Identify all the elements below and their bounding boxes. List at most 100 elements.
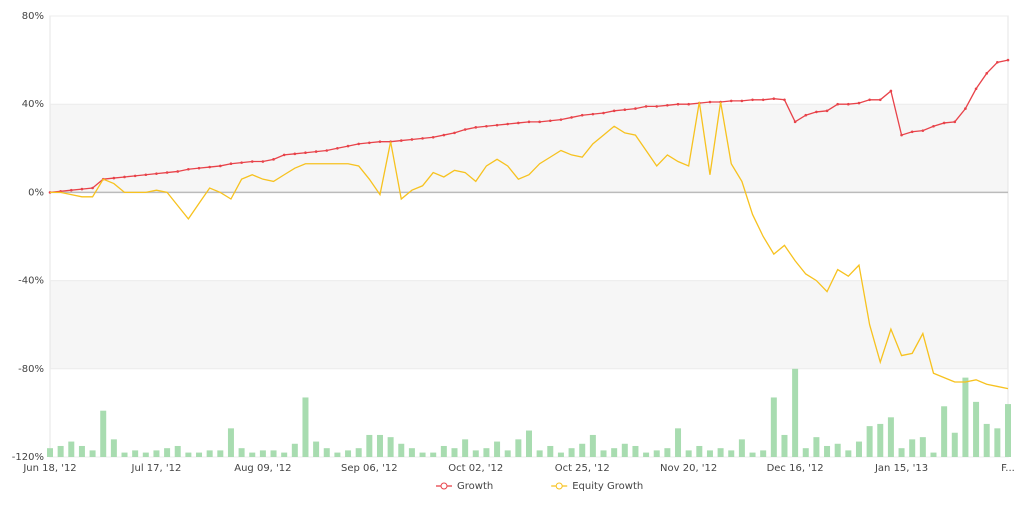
point xyxy=(304,151,307,155)
volume-bar xyxy=(547,445,554,457)
point xyxy=(336,147,339,150)
y-tick-label: -40% xyxy=(18,276,44,287)
volume-bar xyxy=(504,450,511,457)
volume-bar xyxy=(632,445,639,457)
legend-label: Equity Growth xyxy=(572,481,643,492)
volume-bar xyxy=(217,450,224,457)
point xyxy=(612,109,616,113)
point xyxy=(229,162,233,166)
volume-bar xyxy=(621,443,628,457)
point xyxy=(485,124,488,128)
point xyxy=(495,123,499,127)
point xyxy=(815,110,818,114)
volume-bar xyxy=(813,437,820,457)
point xyxy=(772,97,776,100)
point xyxy=(176,170,180,173)
point xyxy=(261,160,265,163)
point xyxy=(506,122,510,126)
volume-bar xyxy=(89,450,96,457)
point xyxy=(825,109,829,113)
point xyxy=(453,131,456,135)
point xyxy=(314,150,318,153)
volume-bar xyxy=(600,450,607,457)
point xyxy=(921,129,925,132)
point xyxy=(687,102,690,106)
point xyxy=(368,141,371,145)
volume-bar xyxy=(366,434,373,457)
point xyxy=(974,87,978,91)
volume-bar xyxy=(68,441,75,457)
point xyxy=(793,120,797,124)
volume-bar xyxy=(930,452,937,457)
point xyxy=(346,144,350,148)
point xyxy=(421,137,424,140)
y-tick-label: -120% xyxy=(12,452,44,463)
point xyxy=(293,152,297,156)
plot-frame xyxy=(49,15,1009,458)
grid-band xyxy=(50,104,1008,193)
x-tick-label: F... xyxy=(1001,463,1015,474)
point xyxy=(847,102,850,106)
point xyxy=(602,111,605,115)
volume-bar xyxy=(132,450,139,457)
volume-bar xyxy=(696,445,703,457)
x-tick-label: Jan 15, '13 xyxy=(874,463,928,474)
series-line xyxy=(50,101,1009,390)
x-tick-label: Oct 25, '12 xyxy=(555,463,610,474)
point xyxy=(527,120,531,124)
volume-bar xyxy=(994,428,1001,457)
volume-bar xyxy=(941,406,948,457)
volume-bar xyxy=(142,452,149,457)
volume-bar xyxy=(227,428,234,457)
point xyxy=(208,165,211,169)
volume-bar xyxy=(526,430,532,457)
point xyxy=(144,173,148,177)
volume-bar xyxy=(1005,404,1011,457)
point xyxy=(634,107,637,110)
volume-bar xyxy=(387,437,394,457)
volume-bar xyxy=(738,439,745,457)
point xyxy=(378,140,382,143)
volume-bar xyxy=(728,450,735,457)
point xyxy=(325,149,329,152)
volume-bar xyxy=(164,448,171,457)
point xyxy=(964,107,967,110)
point xyxy=(985,72,989,75)
point xyxy=(1006,58,1010,62)
volume-bar xyxy=(483,448,490,457)
volume-bar xyxy=(685,450,692,457)
point xyxy=(112,176,116,180)
volume-bar xyxy=(440,445,447,457)
point xyxy=(559,118,563,121)
volume-bar xyxy=(909,439,916,457)
grid-band xyxy=(50,280,1008,369)
x-tick-label: Nov 20, '12 xyxy=(660,463,717,474)
volume-bar xyxy=(834,443,841,457)
point xyxy=(272,158,275,161)
volume-bar xyxy=(462,439,469,457)
point xyxy=(69,188,73,192)
volume-bar xyxy=(557,452,564,457)
volume-bar xyxy=(611,448,618,457)
y-tick-label: -80% xyxy=(18,364,44,375)
point xyxy=(80,187,84,191)
volume-bar xyxy=(355,448,362,457)
volume-bar xyxy=(196,452,203,457)
point xyxy=(538,120,541,124)
volume-bar xyxy=(121,452,128,457)
point xyxy=(676,102,680,106)
x-tick-label: Dec 16, '12 xyxy=(767,463,824,474)
volume-bar xyxy=(281,452,288,457)
point xyxy=(740,99,744,103)
volume-bar xyxy=(983,423,990,457)
point xyxy=(548,119,552,123)
volume-bar xyxy=(376,434,383,457)
volume-bar xyxy=(760,450,767,457)
volume-bar xyxy=(877,423,884,457)
volume-bar xyxy=(781,434,788,457)
volume-bar xyxy=(898,448,905,457)
point xyxy=(868,98,871,102)
volume-bar xyxy=(313,441,320,457)
volume-bar xyxy=(855,441,862,457)
